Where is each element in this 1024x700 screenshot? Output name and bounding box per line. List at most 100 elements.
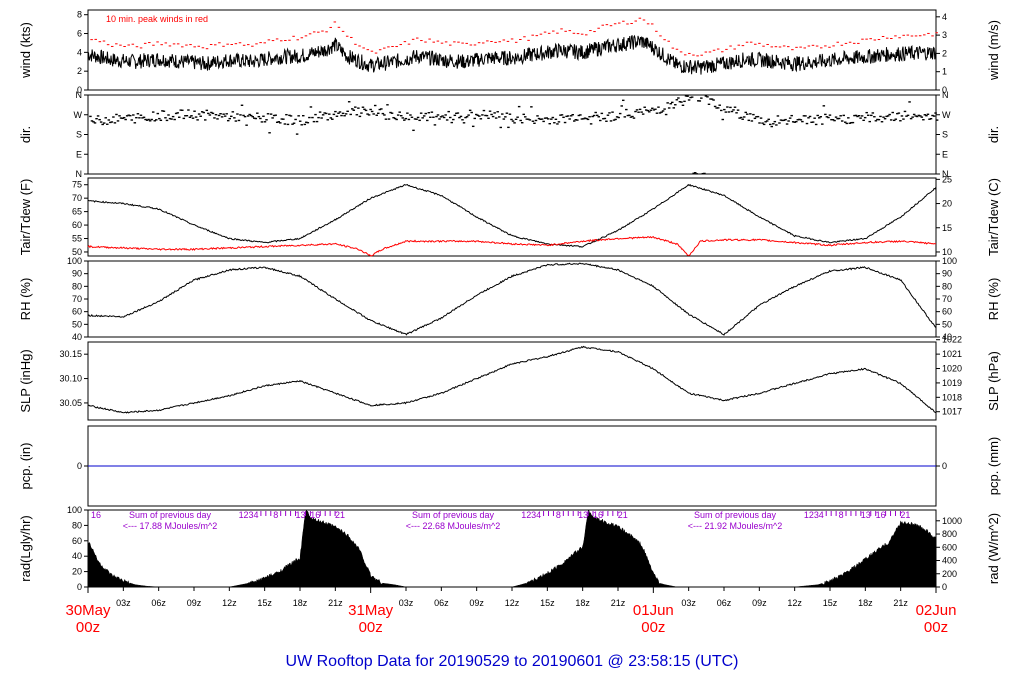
slp-rtick-label-1: 1018 (942, 392, 962, 402)
rh-ltick-label-1: 50 (72, 319, 82, 329)
x-tick-label-7: 03z (399, 598, 414, 608)
rad-ylabel-left: rad(Lgly/hr) (18, 515, 33, 581)
rad-rtick-label-0: 0 (942, 582, 947, 592)
rh-ltick-label-2: 60 (72, 307, 82, 317)
dir-rtick-label-1: E (942, 149, 948, 159)
temp-ltick-label-0: 50 (72, 247, 82, 257)
wind-ltick-label-0: 0 (77, 85, 82, 95)
rad-hour-mark: 13 (578, 510, 588, 520)
rad-hour-mark: 3 (248, 510, 253, 520)
rad-hour-mark: 21 (335, 510, 345, 520)
rh-rtick-label-4: 80 (942, 281, 952, 291)
temp-rtick-label-3: 25 (942, 174, 952, 184)
rh-ltick-label-3: 70 (72, 294, 82, 304)
temp-rtick-label-2: 20 (942, 199, 952, 209)
dir-ylabel-right: dir. (986, 126, 1001, 143)
x-tick-label-2: 09z (187, 598, 202, 608)
rad-hour-mark: 4 (536, 510, 541, 520)
x-day-hour-1: 00z (359, 619, 383, 636)
x-tick-label-4: 15z (257, 598, 272, 608)
slp-panel: 30.05 30.10 30.15 1017 1018 1019 1020 1021 1022 S… (18, 335, 1001, 421)
wind-ylabel-left: wind (kts) (18, 22, 33, 79)
rad-ylabel-right: rad (W/m^2) (986, 513, 1001, 584)
rad-hour-mark: 21 (618, 510, 628, 520)
rad-sum-title-1: Sum of previous day (412, 510, 495, 520)
rad-hour-mark-0: 16 (91, 510, 101, 520)
temp-rtick-label-1: 15 (942, 223, 952, 233)
x-tick-label-3: 12z (222, 598, 237, 608)
wind-ltick-label-1: 2 (77, 66, 82, 76)
rh-rtick-label-1: 50 (942, 319, 952, 329)
rad-hour-mark: 1 (804, 510, 809, 520)
dir-ltick-label-2: S (76, 130, 82, 140)
rad-rtick-label-2: 400 (942, 556, 957, 566)
rad-hour-mark: 3 (814, 510, 819, 520)
rad-ltick-label-2: 40 (72, 551, 82, 561)
slp-ltick-label-1: 30.10 (59, 374, 82, 384)
temp-ltick-label-2: 60 (72, 220, 82, 230)
rad-rtick-label-5: 1000 (942, 516, 962, 526)
x-tick-label-18: 15z (823, 598, 838, 608)
x-day-date-1: 31May (348, 602, 394, 619)
rh-ltick-label-0: 40 (72, 332, 82, 342)
wind-frame (87, 9, 937, 91)
rh-frame (87, 260, 937, 338)
pcp-rtick-label: 0 (942, 461, 947, 471)
rh-rtick-label-3: 70 (942, 294, 952, 304)
rad-ltick-label-4: 80 (72, 520, 82, 530)
x-tick-label-14: 03z (681, 598, 696, 608)
slp-rtick-label-4: 1021 (942, 349, 962, 359)
rad-hour-mark: 16 (876, 510, 886, 520)
rad-hour-mark: 2 (244, 510, 249, 520)
rh-panel: 40 50 60 70 80 90 100 40 50 60 70 80 90 100 RH (%) RH (… (18, 256, 1001, 342)
dir-ltick-label-4: N (76, 90, 83, 100)
wind-panel: 0 2 4 6 8 0 1 2 3 4 wind (kts) wind (m/s) 10 min. pe… (18, 9, 1001, 95)
rh-ylabel-right: RH (%) (986, 278, 1001, 321)
rad-sum-title-2: Sum of previous day (694, 510, 777, 520)
temp-ltick-label-1: 55 (72, 234, 82, 244)
rad-hour-mark: 16 (593, 510, 603, 520)
x-tick-label-1: 06z (151, 598, 166, 608)
dir-rtick-label-0: N (942, 169, 949, 179)
rad-rtick-label-4: 800 (942, 529, 957, 539)
wind-ltick-label-2: 4 (77, 47, 82, 57)
temp-frame (87, 177, 937, 257)
temp-tair-line (87, 183, 937, 248)
slp-ylabel-left: SLP (inHg) (18, 349, 33, 412)
x-tick-label-17: 12z (787, 598, 802, 608)
x-tick-label-11: 15z (540, 598, 555, 608)
temp-rtick-label-0: 10 (942, 247, 952, 257)
x-day-hour-2: 00z (641, 619, 665, 636)
rad-hour-mark: 13 (861, 510, 871, 520)
temp-ltick-label-5: 75 (72, 180, 82, 190)
wind-ltick-label-3: 6 (77, 29, 82, 39)
rad-hour-mark: 4 (253, 510, 258, 520)
rad-hour-mark: 2 (809, 510, 814, 520)
slp-rtick-label-5: 1022 (942, 335, 962, 345)
rad-sum-title-0: Sum of previous day (129, 510, 212, 520)
rad-sum-value-1: <--- 22.68 MJoules/m^2 (406, 521, 501, 531)
wind-peak-note: 10 min. peak winds in red (106, 14, 208, 24)
rad-sum-value-0: <--- 17.88 MJoules/m^2 (123, 521, 218, 531)
slp-rtick-label-3: 1020 (942, 364, 962, 374)
rad-hour-mark: 3 (531, 510, 536, 520)
rad-rtick-label-1: 200 (942, 569, 957, 579)
rad-ltick-label-5: 100 (67, 505, 82, 515)
rad-ltick-label-1: 20 (72, 567, 82, 577)
temp-ltick-label-3: 65 (72, 207, 82, 217)
slp-line (87, 345, 937, 414)
temp-tdew-line (87, 235, 936, 257)
rh-line (87, 262, 937, 336)
wind-rtick-label-0: 0 (942, 85, 947, 95)
rad-hour-mark: 8 (273, 510, 278, 520)
pcp-ltick-label: 0 (77, 461, 82, 471)
temp-ltick-label-4: 70 (72, 193, 82, 203)
dir-rtick-label-4: N (942, 90, 949, 100)
rad-hour-mark: 8 (839, 510, 844, 520)
dir-ltick-label-3: W (74, 110, 83, 120)
wind-rtick-label-4: 4 (942, 12, 947, 22)
x-tick-label-13: 21z (611, 598, 626, 608)
dir-frame (87, 94, 937, 175)
